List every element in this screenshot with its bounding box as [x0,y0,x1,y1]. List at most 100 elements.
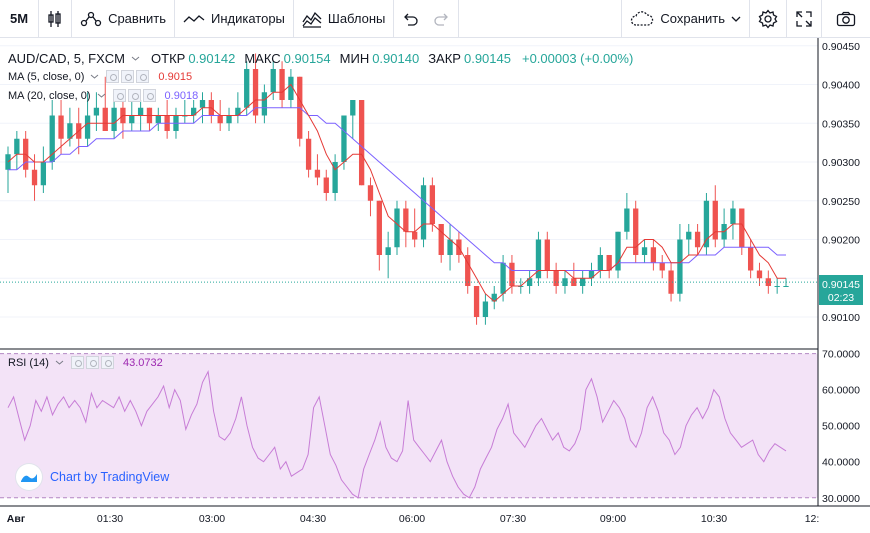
candle-body [323,177,329,193]
chevron-down-icon[interactable] [131,55,140,62]
settings-icon[interactable] [121,70,135,83]
candle-body [588,270,595,279]
snapshot-button[interactable] [822,0,870,38]
ma20-legend: MA (20, close, 0) 0.9018 [8,89,198,102]
interval-label: 5M [10,11,29,26]
redo-button[interactable] [426,0,460,38]
price-tick-label: 0.90100 [822,312,860,324]
rsi-tick-label: 70.0000 [822,349,860,361]
open-key: ОТКР [151,51,186,66]
chevron-down-icon[interactable] [55,359,64,366]
candle-body [774,286,780,287]
time-tick-label: 06:00 [399,513,425,525]
settings-button[interactable] [750,0,787,38]
indicators-button[interactable]: Индикаторы [175,0,294,38]
undo-icon [404,13,419,26]
high-value: 0.90154 [283,51,331,66]
rsi-value: 43.0732 [122,356,163,369]
compare-label: Сравнить [108,11,166,26]
time-tick-label: 10:30 [701,513,727,525]
candle-body [535,239,542,279]
candle-body [650,247,657,263]
candle-body [500,262,506,294]
save-button[interactable]: Сохранить [621,0,750,38]
rsi-band [0,353,818,498]
candle-body [376,200,382,255]
candle-body [438,224,444,255]
ma20-controls[interactable] [112,89,156,102]
candle-body [235,107,241,116]
change-value: +0.00003 (+0.00%) [521,51,634,66]
candle-body [783,286,789,287]
rsi-legend: RSI (14) 43.0732 [8,356,163,369]
candle-body [14,138,20,155]
symbol-title[interactable]: AUD/CAD, 5, FXCM [8,51,126,66]
candle-body [482,301,489,317]
last-price-text: 0.90145 [822,279,860,291]
candle-body [703,200,710,248]
candle-body [641,247,648,255]
candle-body [447,239,453,255]
candle-body [40,162,47,186]
price-grid [0,45,818,318]
chart-type-button[interactable] [39,0,73,38]
templates-label: Шаблоны [327,11,386,26]
camera-icon [836,11,856,26]
ma5-legend: MA (5, close, 0) 0.9015 [8,70,192,83]
candle-body [350,100,356,116]
candle-body [49,115,55,162]
tradingview-watermark[interactable]: Chart by TradingView [16,464,169,490]
chevron-down-icon[interactable] [97,92,106,99]
candle-body [694,231,701,248]
candle-body [668,270,674,294]
time-axis[interactable]: Авг 01:30 03:00 04:30 06:00 07:30 09:00 10:30 12… [7,513,820,525]
candle-body [597,255,603,271]
time-tick-label: 01:30 [97,513,123,525]
ma20-name[interactable]: MA (20, close, 0) [8,89,91,102]
candle-body [394,208,400,248]
candle-body [67,123,73,139]
close-icon[interactable] [136,70,150,83]
candle-body [473,286,480,317]
settings-icon[interactable] [127,89,141,102]
compare-icon [80,11,102,26]
close-icon[interactable] [100,356,114,369]
fullscreen-icon [796,10,812,27]
candle-body [129,115,135,124]
candle-body [429,185,436,224]
candle-body [385,247,391,255]
candle-body [191,107,197,116]
price-tick-label: 0.90450 [822,41,860,53]
price-tick-label: 0.90200 [822,235,860,247]
candle-body [739,208,745,248]
candle-body [367,185,374,201]
templates-button[interactable]: Шаблоны [294,0,395,38]
candle-body [633,208,639,255]
candle-body [756,270,763,279]
rsi-controls[interactable] [70,356,114,369]
interval-button[interactable]: 5M [0,0,40,38]
rsi-band-lines [0,353,818,499]
candle-body [341,115,347,162]
compare-button[interactable]: Сравнить [72,0,175,38]
eye-icon[interactable] [112,89,126,102]
candles-icon [48,10,61,27]
candle-body [403,208,409,232]
ma5-name[interactable]: MA (5, close, 0) [8,70,85,83]
fullscreen-button[interactable] [787,0,822,38]
ma5-value: 0.9015 [158,70,193,83]
candle-body [544,239,550,271]
chevron-down-icon[interactable] [90,73,99,80]
rsi-axis[interactable]: 70.0000 60.0000 50.0000 40.0000 30.0000 [822,349,860,505]
close-icon[interactable] [142,89,156,102]
settings-icon[interactable] [85,356,99,369]
ma5-controls[interactable] [106,70,150,83]
undo-button[interactable] [394,0,426,38]
save-label: Сохранить [660,11,725,26]
chart-area[interactable]: 0.90450 0.90400 0.90350 0.90300 0.90250 0.902… [0,38,870,533]
eye-icon[interactable] [70,356,84,369]
rsi-name[interactable]: RSI (14) [8,356,49,369]
close-key: ЗАКР [428,51,461,66]
eye-icon[interactable] [106,70,120,83]
templates-icon [302,11,322,28]
